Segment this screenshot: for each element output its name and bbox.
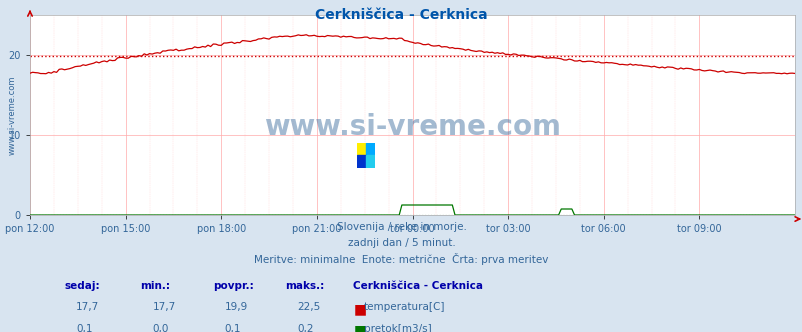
Text: 19,9: 19,9	[225, 302, 248, 312]
Text: pretok[m3/s]: pretok[m3/s]	[363, 324, 431, 332]
Text: Cerkniščica - Cerknica: Cerkniščica - Cerknica	[353, 281, 483, 290]
Text: ■: ■	[353, 302, 366, 316]
Text: www.si-vreme.com: www.si-vreme.com	[264, 113, 561, 141]
Text: 0,2: 0,2	[297, 324, 314, 332]
Text: 0,0: 0,0	[152, 324, 168, 332]
Text: 22,5: 22,5	[297, 302, 320, 312]
Bar	[366, 143, 375, 155]
Text: 0,1: 0,1	[76, 324, 93, 332]
Text: maks.:: maks.:	[285, 281, 324, 290]
Text: Slovenija / reke in morje.: Slovenija / reke in morje.	[336, 222, 466, 232]
Bar	[357, 143, 366, 155]
Text: 0,1: 0,1	[225, 324, 241, 332]
Text: ■: ■	[353, 324, 366, 332]
Text: povpr.:: povpr.:	[213, 281, 253, 290]
Text: min.:: min.:	[140, 281, 170, 290]
Text: 17,7: 17,7	[152, 302, 176, 312]
Text: temperatura[C]: temperatura[C]	[363, 302, 444, 312]
Text: Meritve: minimalne  Enote: metrične  Črta: prva meritev: Meritve: minimalne Enote: metrične Črta:…	[254, 253, 548, 265]
Text: www.si-vreme.com: www.si-vreme.com	[7, 75, 17, 155]
Text: 17,7: 17,7	[76, 302, 99, 312]
Text: sedaj:: sedaj:	[64, 281, 99, 290]
Text: Cerkniščica - Cerknica: Cerkniščica - Cerknica	[315, 8, 487, 22]
Text: zadnji dan / 5 minut.: zadnji dan / 5 minut.	[347, 238, 455, 248]
Bar	[357, 155, 366, 168]
Bar	[366, 155, 375, 168]
